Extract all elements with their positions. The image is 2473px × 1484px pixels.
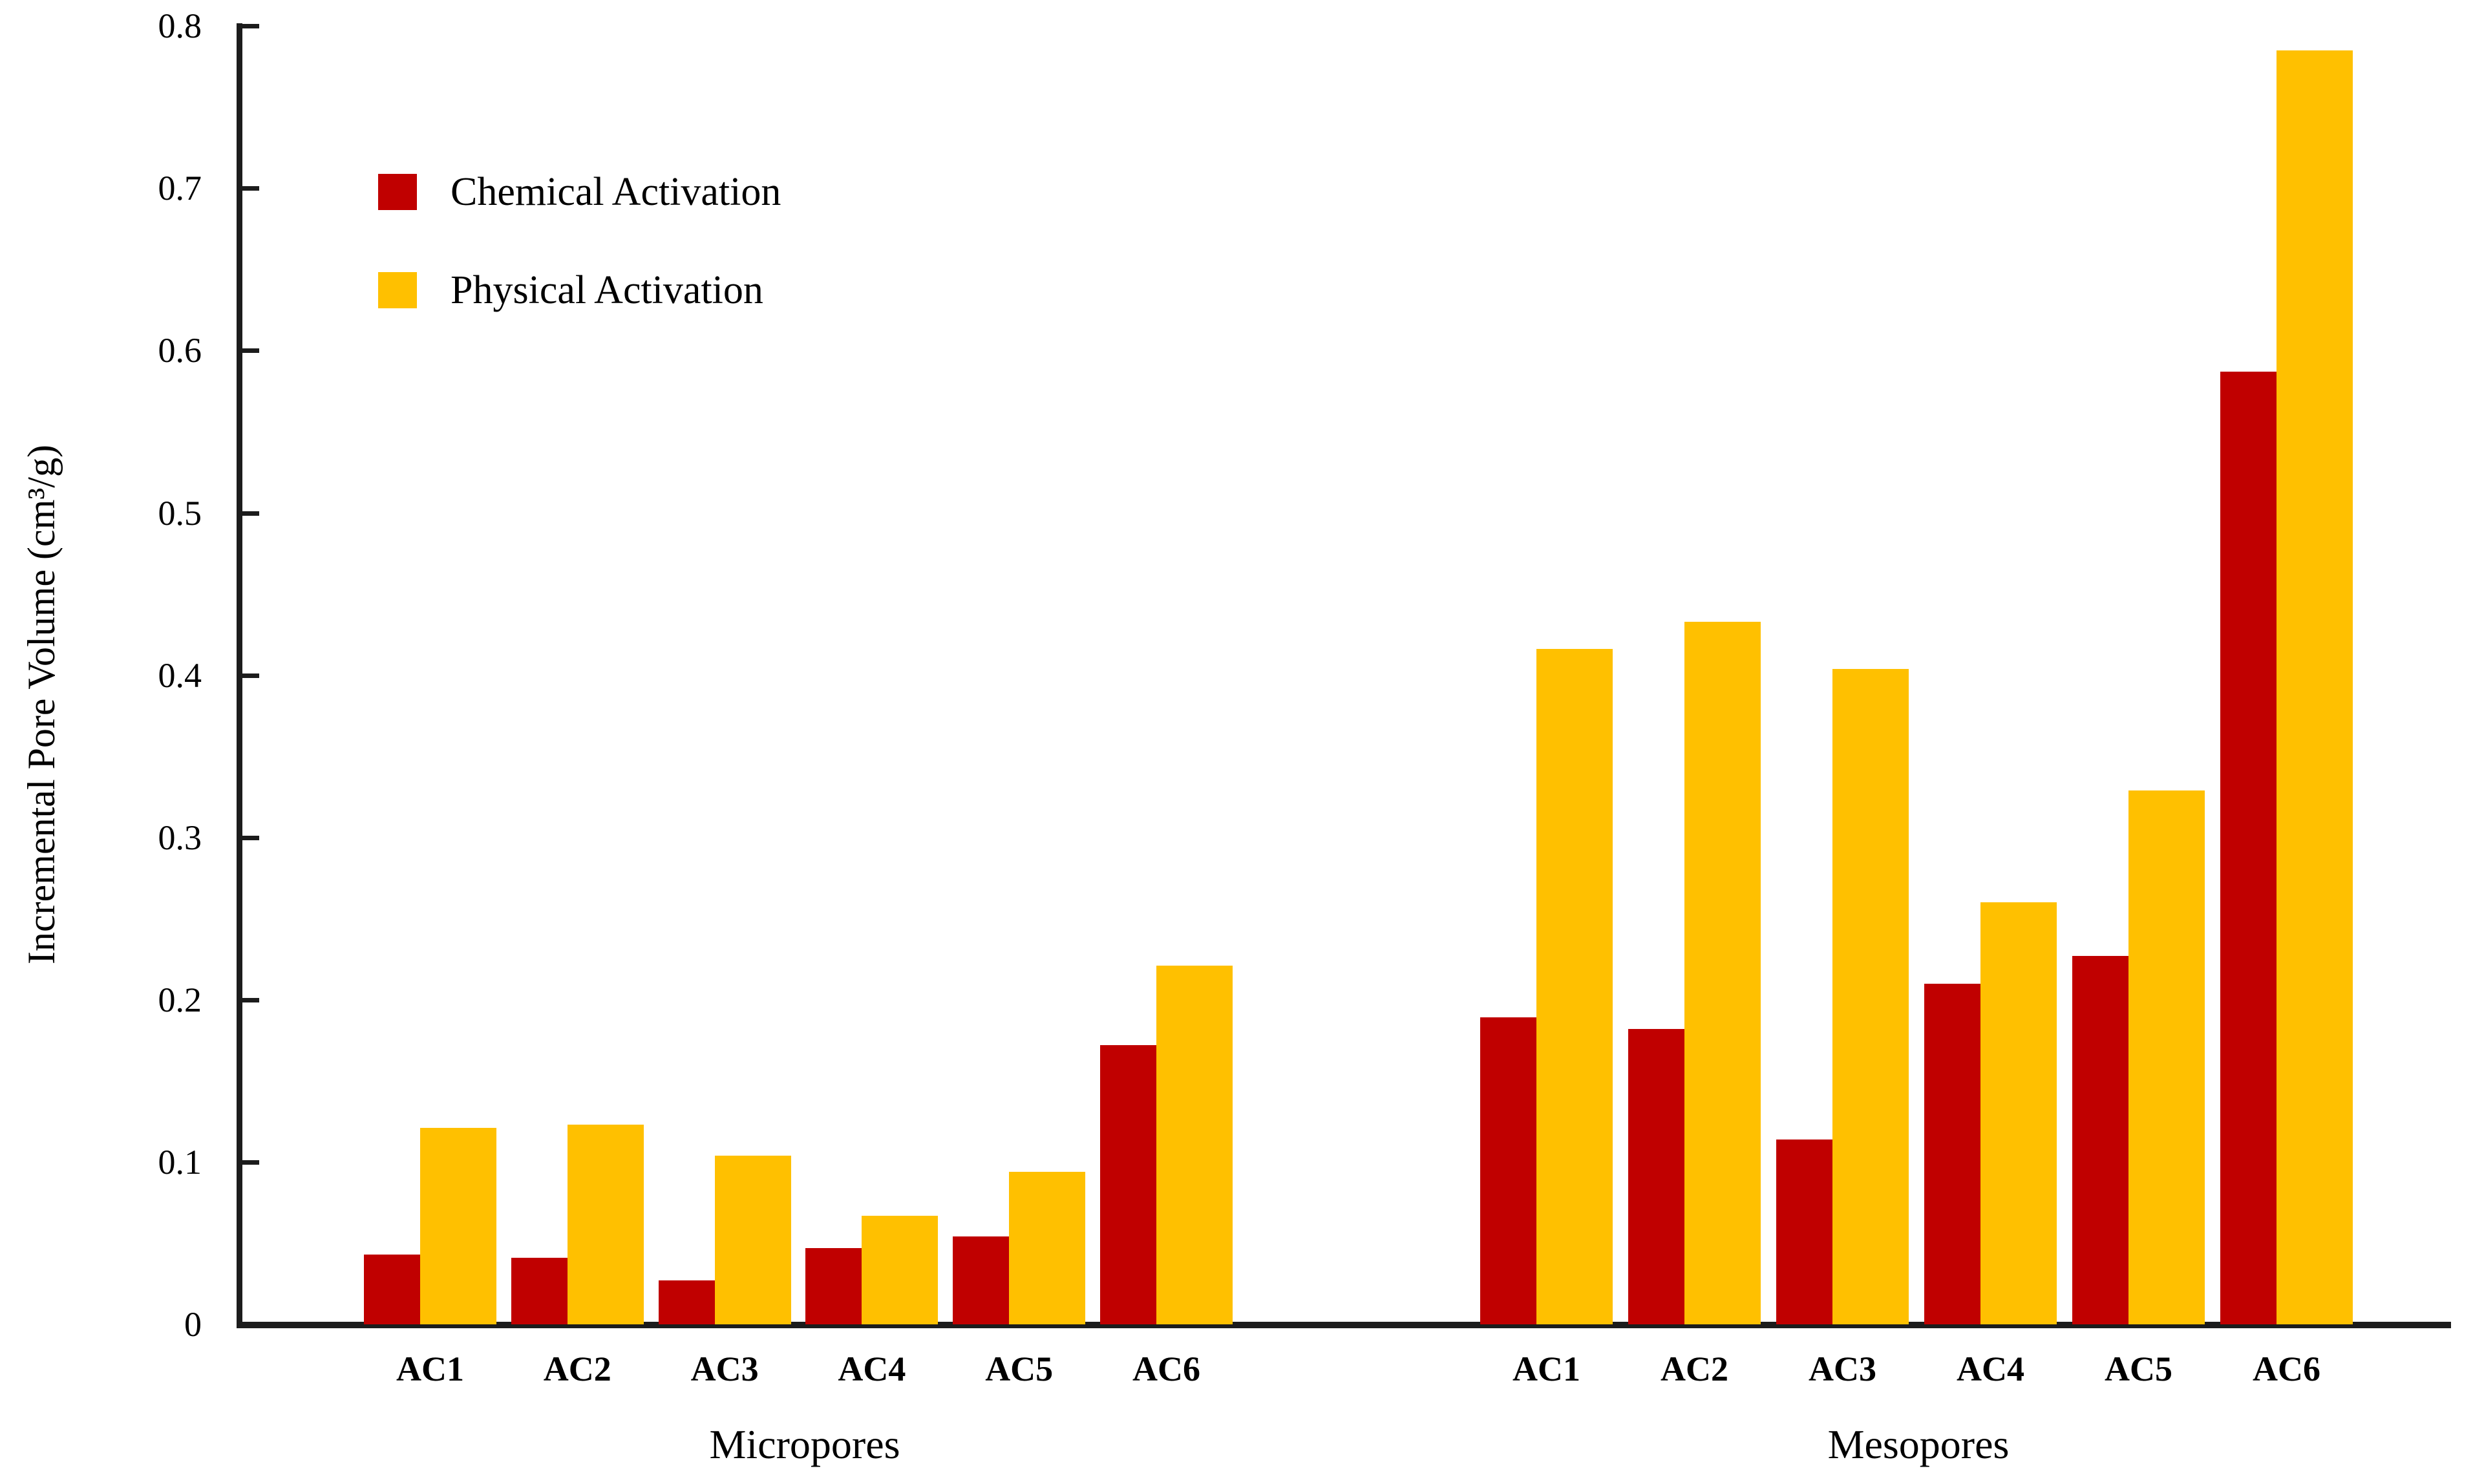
- bar-mesopores-ac2-physical: [1684, 622, 1761, 1324]
- bar-micropores-ac6-chemical: [1100, 1045, 1156, 1324]
- bar-micropores-ac3-physical: [714, 1156, 791, 1324]
- x-label-micropores-ac2: AC2: [543, 1350, 611, 1388]
- x-label-mesopores-ac1: AC1: [1512, 1350, 1580, 1388]
- y-tick-0.2: [242, 997, 259, 1002]
- y-tick-label-0.4: 0.4: [158, 655, 202, 695]
- bar-mesopores-ac5-physical: [2128, 790, 2205, 1324]
- x-label-micropores-ac3: AC3: [690, 1350, 759, 1388]
- y-tick-0.1: [242, 1160, 259, 1165]
- x-label-mesopores-ac6: AC6: [2253, 1350, 2320, 1388]
- bar-micropores-ac1-chemical: [364, 1255, 420, 1324]
- chemical-activation-swatch-icon: [378, 174, 417, 210]
- bar-micropores-ac5-chemical: [953, 1236, 1010, 1324]
- bar-mesopores-ac3-chemical: [1776, 1140, 1832, 1324]
- y-axis-line: [237, 23, 242, 1328]
- x-label-micropores-ac5: AC5: [985, 1350, 1054, 1388]
- bar-mesopores-ac4-physical: [1980, 902, 2057, 1324]
- x-label-mesopores-ac3: AC3: [1809, 1350, 1876, 1388]
- legend-item-physical: Physical Activation: [378, 268, 781, 319]
- y-tick-0.8: [242, 24, 259, 29]
- bar-mesopores-ac1-chemical: [1480, 1017, 1536, 1324]
- bar-mesopores-ac3-physical: [1832, 669, 1909, 1324]
- bar-micropores-ac2-chemical: [511, 1258, 568, 1324]
- bar-micropores-ac4-chemical: [805, 1248, 862, 1324]
- x-axis-line: [237, 1322, 2451, 1328]
- y-tick-label-0.3: 0.3: [158, 818, 202, 857]
- bar-mesopores-ac6-physical: [2277, 50, 2353, 1324]
- y-tick-0.7: [242, 186, 259, 191]
- x-label-micropores-ac1: AC1: [396, 1350, 464, 1388]
- legend-label-chemical: Chemical Activation: [451, 170, 781, 214]
- y-tick-label-0.7: 0.7: [158, 169, 202, 208]
- legend-item-chemical: Chemical Activation: [378, 169, 781, 221]
- x-label-micropores-ac4: AC4: [838, 1350, 906, 1388]
- group-label-mesopores: Mesopores: [1827, 1421, 2010, 1467]
- y-tick-label-0.2: 0.2: [158, 980, 202, 1019]
- bar-micropores-ac5-physical: [1009, 1172, 1086, 1324]
- y-tick-0.4: [242, 673, 259, 678]
- x-label-mesopores-ac2: AC2: [1661, 1350, 1728, 1388]
- x-label-mesopores-ac4: AC4: [1957, 1350, 2024, 1388]
- bar-mesopores-ac1-physical: [1536, 649, 1613, 1324]
- y-tick-label-0: 0: [184, 1305, 202, 1344]
- bar-mesopores-ac4-chemical: [1924, 984, 1980, 1324]
- x-label-micropores-ac6: AC6: [1132, 1350, 1200, 1388]
- y-tick-0.3: [242, 835, 259, 840]
- y-tick-label-0.1: 0.1: [158, 1142, 202, 1182]
- bar-mesopores-ac5-chemical: [2072, 956, 2128, 1324]
- bar-micropores-ac4-physical: [862, 1216, 939, 1324]
- y-axis-title: Incremental Pore Volume (cm³/g): [20, 445, 63, 964]
- bar-micropores-ac2-physical: [567, 1125, 644, 1324]
- bar-micropores-ac3-chemical: [658, 1280, 715, 1324]
- legend-label-physical: Physical Activation: [451, 268, 763, 312]
- bar-micropores-ac6-physical: [1156, 966, 1233, 1324]
- x-label-mesopores-ac5: AC5: [2105, 1350, 2172, 1388]
- group-label-micropores: Micropores: [709, 1421, 900, 1467]
- y-tick-0.6: [242, 348, 259, 354]
- bar-mesopores-ac6-chemical: [2220, 372, 2277, 1324]
- bar-micropores-ac1-physical: [420, 1128, 496, 1324]
- y-tick-0.5: [242, 511, 259, 516]
- y-tick-label-0.5: 0.5: [158, 493, 202, 533]
- legend: Chemical Activation Physical Activation: [378, 169, 781, 366]
- bar-mesopores-ac2-chemical: [1628, 1029, 1684, 1324]
- y-tick-label-0.8: 0.8: [158, 6, 202, 46]
- physical-activation-swatch-icon: [378, 272, 417, 308]
- y-tick-label-0.6: 0.6: [158, 331, 202, 370]
